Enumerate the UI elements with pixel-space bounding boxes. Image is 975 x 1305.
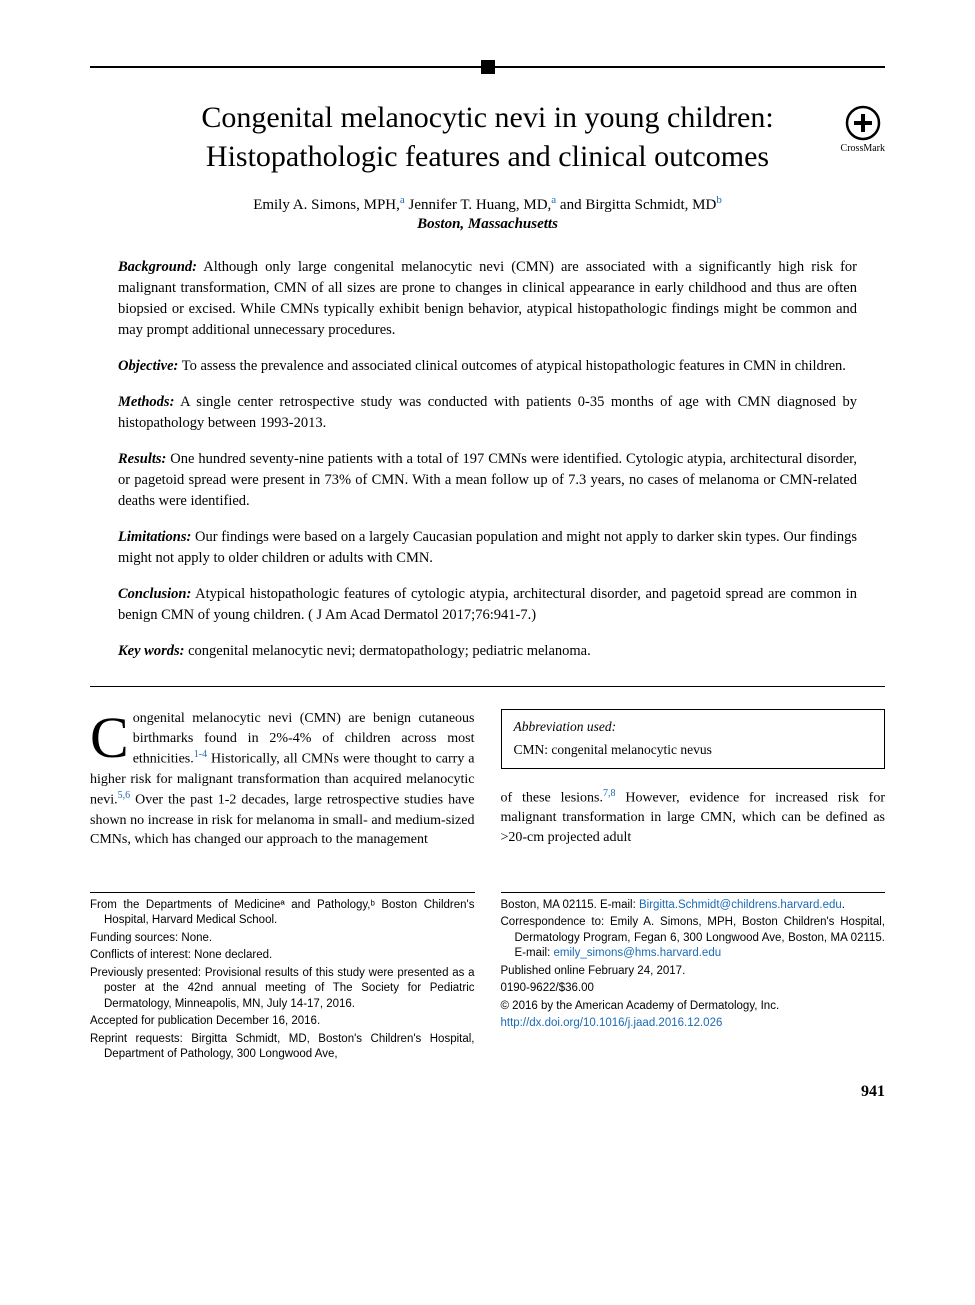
footnote-line: Funding sources: None. bbox=[90, 931, 475, 947]
body-paragraph: Congenital melanocytic nevi (CMN) are be… bbox=[90, 709, 475, 849]
body-text: Over the past 1-2 decades, large retrosp… bbox=[90, 793, 475, 847]
abstract-limitations: Limitations: Our findings were based on … bbox=[118, 527, 857, 569]
abstract-text: Our findings were based on a largely Cau… bbox=[118, 529, 857, 566]
abstract-text: Although only large congenital melanocyt… bbox=[118, 259, 857, 338]
crossmark-badge[interactable]: CrossMark bbox=[841, 105, 885, 154]
abbreviation-box: Abbreviation used: CMN: congenital melan… bbox=[501, 709, 886, 769]
citation-link[interactable]: 7,8 bbox=[603, 788, 616, 799]
abstract-results: Results: One hundred seventy-nine patien… bbox=[118, 449, 857, 512]
crossmark-label: CrossMark bbox=[841, 143, 885, 154]
doi-link[interactable]: http://dx.doi.org/10.1016/j.jaad.2016.12… bbox=[501, 1017, 723, 1029]
body-columns: Congenital melanocytic nevi (CMN) are be… bbox=[90, 709, 885, 849]
abstract-label: Background: bbox=[118, 259, 197, 275]
citation-link[interactable]: 1-4 bbox=[194, 749, 207, 760]
top-rule-right bbox=[495, 66, 886, 68]
abstract-text: To assess the prevalence and associated … bbox=[178, 358, 846, 374]
dropcap: C bbox=[90, 709, 133, 762]
abstract-text: A single center retrospective study was … bbox=[118, 394, 857, 431]
abstract-methods: Methods: A single center retrospective s… bbox=[118, 392, 857, 434]
footnote-line: Boston, MA 02115. E-mail: Birgitta.Schmi… bbox=[501, 898, 886, 914]
crossmark-icon bbox=[845, 105, 881, 141]
abstract-background: Background: Although only large congenit… bbox=[118, 257, 857, 341]
article-title: Congenital melanocytic nevi in young chi… bbox=[170, 98, 805, 176]
footnotes-right: Boston, MA 02115. E-mail: Birgitta.Schmi… bbox=[501, 892, 886, 1065]
top-rule-square-icon bbox=[481, 60, 495, 74]
footnote-text: . bbox=[842, 899, 845, 911]
abstract-block: Background: Although only large congenit… bbox=[118, 257, 857, 662]
footnote-line: Accepted for publication December 16, 20… bbox=[90, 1014, 475, 1030]
footnote-line: Previously presented: Provisional result… bbox=[90, 966, 475, 1013]
email-link[interactable]: emily_simons@hms.harvard.edu bbox=[553, 947, 721, 959]
citation-link[interactable]: 5,6 bbox=[118, 790, 131, 801]
location-line: Boston, Massachusetts bbox=[90, 216, 885, 233]
footnote-line: Conflicts of interest: None declared. bbox=[90, 948, 475, 964]
body-right-column: Abbreviation used: CMN: congenital melan… bbox=[501, 709, 886, 849]
footnote-line: From the Departments of Medicineª and Pa… bbox=[90, 898, 475, 929]
body-text: of these lesions. bbox=[501, 791, 604, 806]
body-paragraph: of these lesions.7,8 However, evidence f… bbox=[501, 787, 886, 847]
abstract-conclusion: Conclusion: Atypical histopathologic fea… bbox=[118, 584, 857, 626]
page-number: 941 bbox=[90, 1083, 885, 1101]
authors-line: Emily A. Simons, MPH,a Jennifer T. Huang… bbox=[90, 194, 885, 214]
abstract-label: Results: bbox=[118, 451, 166, 467]
abbrev-heading: Abbreviation used: bbox=[514, 718, 873, 737]
footnote-line: © 2016 by the American Academy of Dermat… bbox=[501, 999, 886, 1015]
abstract-label: Key words: bbox=[118, 643, 184, 659]
abstract-label: Methods: bbox=[118, 394, 174, 410]
footnote-text: Boston, MA 02115. E-mail: bbox=[501, 899, 640, 911]
abstract-label: Conclusion: bbox=[118, 586, 191, 602]
email-link[interactable]: Birgitta.Schmidt@childrens.harvard.edu bbox=[639, 899, 842, 911]
footnote-line: Reprint requests: Birgitta Schmidt, MD, … bbox=[90, 1032, 475, 1063]
top-divider bbox=[90, 60, 885, 74]
footnote-line: Correspondence to: Emily A. Simons, MPH,… bbox=[501, 915, 886, 962]
footnote-line: 0190-9622/$36.00 bbox=[501, 981, 886, 997]
body-left-column: Congenital melanocytic nevi (CMN) are be… bbox=[90, 709, 475, 849]
footnote-rule bbox=[501, 892, 886, 893]
footnotes-left: From the Departments of Medicineª and Pa… bbox=[90, 892, 475, 1065]
footnote-rule bbox=[90, 892, 475, 893]
abbrev-item: CMN: congenital melanocytic nevus bbox=[514, 741, 873, 760]
abstract-keywords: Key words: congenital melanocytic nevi; … bbox=[118, 641, 857, 662]
abstract-label: Objective: bbox=[118, 358, 178, 374]
footnotes-block: From the Departments of Medicineª and Pa… bbox=[90, 892, 885, 1065]
abstract-text: Atypical histopathologic features of cyt… bbox=[118, 586, 857, 623]
abstract-text: One hundred seventy-nine patients with a… bbox=[118, 451, 857, 509]
mid-divider bbox=[90, 686, 885, 687]
footnote-line: http://dx.doi.org/10.1016/j.jaad.2016.12… bbox=[501, 1016, 886, 1032]
abstract-text: congenital melanocytic nevi; dermatopath… bbox=[184, 643, 590, 659]
abstract-label: Limitations: bbox=[118, 529, 191, 545]
abstract-objective: Objective: To assess the prevalence and … bbox=[118, 356, 857, 377]
footnote-line: Published online February 24, 2017. bbox=[501, 964, 886, 980]
top-rule-left bbox=[90, 66, 481, 68]
